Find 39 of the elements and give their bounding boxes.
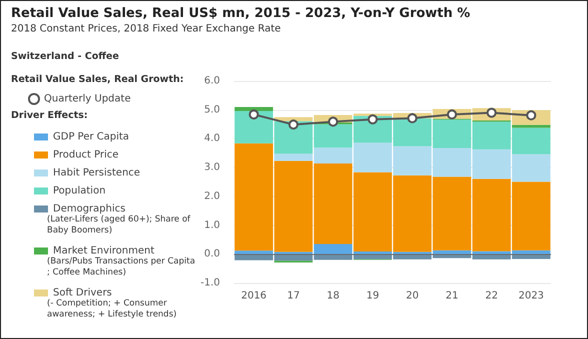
x-tick-label: 2023 [518,290,544,302]
point [248,109,259,120]
chart-title: Retail Value Sales, Real US$ mn, 2015 - 2023, Y-on-Y Growth % [11,6,470,21]
y-tick-label: 3.0 [204,162,220,174]
legend-label: Market Environment [53,246,154,256]
y-tick-label: 4.0 [204,133,220,144]
point [407,113,418,124]
legend-label: Habit Persistence [53,168,140,178]
y-tick-label: 1.0 [204,220,220,231]
bar [234,106,274,112]
x-tick-label: 2016 [241,290,267,302]
legend-label: GDP Per Capita [53,132,130,142]
x-tick-label: 22 [485,290,498,302]
legend-label: Quarterly Update [44,94,131,104]
text: Switzerland - Coffee [11,51,119,62]
text: Retail Value Sales, Real Growth: [11,74,184,85]
text: Driver Effects: [11,110,88,121]
y-tick-label: 2.0 [204,190,220,202]
text: (Later-Lifers (aged 60+); Share of Baby Boomers) [47,214,193,236]
legend-label: Demographics [53,204,126,214]
x-tick-label: 20 [406,290,419,302]
y-tick-label: 0.0 [204,248,220,260]
text: 2018 Constant Prices, 2018 Fixed Year Exchange Rate [11,24,281,34]
y-tick-label: 5.0 [204,104,220,116]
y-tick-label: -1.0 [200,278,220,288]
x-tick-label: 19 [366,290,380,302]
point [368,114,378,124]
x-tick-label: 18 [326,290,340,302]
legend-label: Soft Drivers [53,288,112,298]
text: (- Competition; + Consumer awareness; + Lifestyle trends) [47,298,177,320]
legend-label: Population [53,186,106,196]
legend-label: Product Price [53,150,119,160]
point [446,109,457,120]
y-tick-label: 6.0 [204,76,220,86]
point [328,116,338,127]
text: (Bars/Pubs Transactions per Capita; Coffee Machines) [47,256,196,278]
x-tick-label: 17 [287,290,300,302]
x-tick-label: 21 [446,290,458,302]
point [288,120,298,130]
